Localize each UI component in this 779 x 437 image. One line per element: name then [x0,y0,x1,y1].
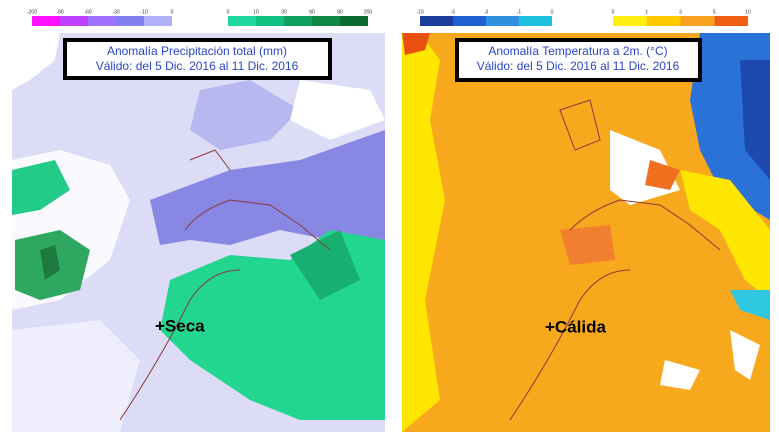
colorbar-label: -10 [416,9,423,15]
map-region [680,170,770,300]
colorbar-label: -60 [84,9,91,15]
colorbar-swatch [453,16,486,26]
coastline [509,99,721,421]
colorbar-swatch [60,16,88,26]
map-region [402,33,445,432]
colorbar-swatch [256,16,284,26]
colorbar-label: 1 [645,9,648,15]
map-region [402,33,430,55]
colorbar-swatch [32,16,60,26]
title-line: Válido: del 5 Dic. 2016 al 11 Dic. 2016 [96,59,299,73]
map-region [660,360,700,390]
map-region [560,225,615,265]
colorbar-label: -30 [112,9,119,15]
map-region [290,80,385,140]
colorbar-swatch [486,16,519,26]
map-region [12,33,60,90]
map-region [40,245,60,280]
title-box [63,38,332,80]
temperature-map [402,33,770,432]
colorbar-label: -200 [27,9,37,15]
title-box [455,38,702,82]
map-region [190,80,300,150]
colorbar-swatch [88,16,116,26]
colorbar-label: -90 [56,9,63,15]
title-line: Anomalía Temperatura a 2m. (°C) [488,44,667,58]
colorbar-swatch [116,16,144,26]
colorbar-label: 200 [364,9,373,15]
title-line: Válido: del 5 Dic. 2016 al 11 Dic. 2016 [477,59,680,73]
colorbar-label: -5 [451,9,456,15]
annotation: +Cálida [545,317,606,336]
colorbar-swatch [680,16,715,26]
map-region [150,130,385,250]
map-region [12,160,70,215]
colorbar-label: 60 [309,9,315,15]
colorbar-label: 10 [745,9,751,15]
colorbar-label: 5 [713,9,716,15]
map-region [730,330,760,380]
colorbar-label: 3 [679,9,682,15]
colorbar-swatch [228,16,256,26]
colorbar-label: 0 [551,9,554,15]
colorbar-label: -10 [140,9,147,15]
map-region [730,290,770,320]
colorbar-label: 0 [171,9,174,15]
annotation: +Seca [155,316,205,335]
colorbar-swatch [284,16,312,26]
map-region [740,60,770,180]
title-line: Anomalía Precipitación total (mm) [107,44,287,58]
map-region [12,320,140,432]
colorbar-label: -1 [517,9,522,15]
colorbar-swatch [340,16,368,26]
colorbar-label: 30 [281,9,287,15]
colorbar-swatch [519,16,552,26]
overlay: Anomalía Precipitación total (mm)Válido:… [27,9,751,336]
colorbar-swatch [312,16,340,26]
map-region [645,160,680,190]
colorbar-swatch [613,16,647,26]
colorbar-swatch [144,16,172,26]
colorbar-swatch [420,16,453,26]
coastline [119,149,331,421]
colorbar-swatch [714,16,748,26]
colorbar-label: 10 [253,9,259,15]
map-region [290,230,360,300]
colorbar-label: 0 [612,9,615,15]
colorbar-label: 90 [337,9,343,15]
colorbar-label: 0 [227,9,230,15]
colorbar-swatch [646,16,681,26]
precipitation-map [12,33,385,432]
colorbar-label: -3 [484,9,489,15]
